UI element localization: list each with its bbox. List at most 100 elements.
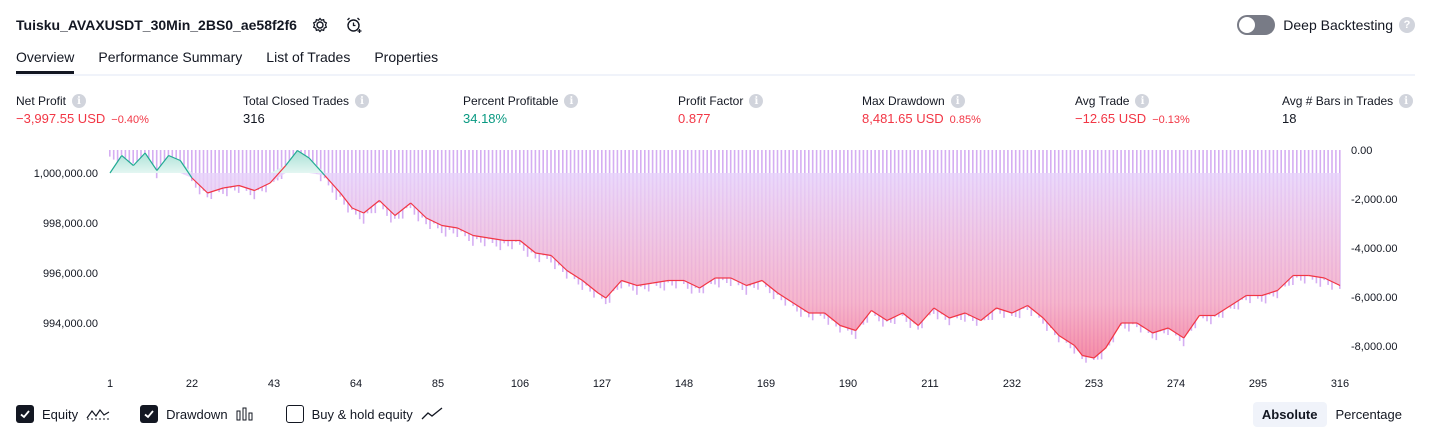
drawdown-bar xyxy=(284,150,287,168)
equity-line-segment xyxy=(1136,322,1153,334)
info-icon[interactable]: i xyxy=(950,94,965,108)
x-tick-label: 190 xyxy=(839,378,857,390)
stat-label: Max Drawdown xyxy=(862,94,945,108)
equity-drawdown-chart[interactable]: 1,000,000.00 998,000.00 996,000.00 994,000.… xyxy=(0,140,1431,398)
equity-line-segment xyxy=(699,277,716,289)
equity-line-segment xyxy=(410,202,427,219)
drawdown-bar xyxy=(276,150,279,181)
equity-line-segment xyxy=(949,312,966,319)
equity-line-segment xyxy=(730,277,747,287)
equity-line-segment xyxy=(917,307,935,326)
drawdown-bar xyxy=(331,150,334,193)
trend-line-icon xyxy=(421,407,443,421)
equity-line-segment xyxy=(191,177,209,194)
buy-hold-checkbox[interactable] xyxy=(285,405,304,423)
info-icon[interactable]: i xyxy=(749,94,764,108)
report-tabs: Overview Performance Summary List of Tra… xyxy=(16,46,1415,76)
stat-net-profit: Net Profit i −3,997.55 USD −0.40% xyxy=(16,92,149,128)
stat-max-drawdown: Max Drawdown i 8,481.65 USD 0.85% xyxy=(862,92,981,128)
equity-line-segment xyxy=(144,152,158,171)
stat-total-closed-trades: Total Closed Trades i 316 xyxy=(243,92,370,128)
legend-label: Drawdown xyxy=(166,406,228,422)
stat-value: 18 xyxy=(1282,111,1297,126)
equity-line-segment xyxy=(535,252,552,257)
drawdown-bar xyxy=(257,150,259,191)
info-icon[interactable]: i xyxy=(1399,94,1414,108)
x-tick-label: 169 xyxy=(757,378,775,390)
drawdown-bar xyxy=(316,150,318,174)
equity-line-segment xyxy=(761,280,779,294)
x-tick-label: 106 xyxy=(511,378,529,390)
legend-equity[interactable]: Equity xyxy=(16,405,110,423)
x-tick-label: 211 xyxy=(921,378,939,390)
info-icon[interactable]: i xyxy=(355,94,370,108)
tab-performance-summary[interactable]: Performance Summary xyxy=(98,49,243,65)
equity-line-segment xyxy=(297,149,310,159)
chart-legend: Equity Drawdown Buy & hold equity xyxy=(16,402,473,426)
equity-line-segment xyxy=(394,202,412,216)
strategy-title: Tuisku_AVAXUSDT_30Min_2BS0_ae58f2f6 xyxy=(16,17,297,33)
equity-line-segment xyxy=(824,312,841,326)
y-left-tick-label: 996,000.00 xyxy=(43,268,98,280)
info-icon[interactable]: i xyxy=(72,94,87,108)
stat-label: Avg Trade xyxy=(1075,94,1130,108)
stat-avg-bars: Avg # Bars in Trades i 18 xyxy=(1282,92,1414,128)
equity-line-segment xyxy=(109,155,123,174)
equity-line-segment xyxy=(488,237,505,242)
legend-buy-hold[interactable]: Buy & hold equity xyxy=(285,405,443,423)
scale-mode-switch: Absolute Percentage xyxy=(1252,401,1411,427)
percentage-button[interactable]: Percentage xyxy=(1335,406,1403,422)
drawdown-bars-icon xyxy=(236,407,256,421)
equity-line-icon xyxy=(86,407,110,421)
equity-line-segment xyxy=(652,279,669,284)
drawdown-bar xyxy=(155,150,158,179)
drawdown-bar xyxy=(273,150,275,182)
equity-line-segment xyxy=(1308,274,1325,279)
equity-line-segment xyxy=(933,307,950,319)
drawdown-bar xyxy=(159,150,162,166)
equity-line-segment xyxy=(351,207,365,214)
question-icon[interactable]: ? xyxy=(1399,17,1415,33)
equity-line-segment xyxy=(621,279,638,287)
y-right-tick-label: -4,000.00 xyxy=(1351,243,1397,255)
stat-avg-trade: Avg Trade i −12.65 USD −0.13% xyxy=(1075,92,1190,128)
drawdown-bar xyxy=(237,150,240,193)
drawdown-bar xyxy=(109,150,111,157)
info-icon[interactable]: i xyxy=(564,94,579,108)
equity-line-segment xyxy=(207,187,224,194)
x-tick-label: 274 xyxy=(1167,378,1185,390)
stat-value: −3,997.55 USD xyxy=(16,111,106,126)
equity-line-segment xyxy=(1152,327,1169,334)
info-icon[interactable]: i xyxy=(1135,94,1150,108)
stat-percent-profitable: Percent Profitable i 34.18% xyxy=(463,92,579,128)
y-left-tick-label: 998,000.00 xyxy=(43,218,98,230)
add-alert-icon[interactable] xyxy=(343,14,365,36)
tab-list-of-trades[interactable]: List of Trades xyxy=(266,49,351,65)
legend-drawdown[interactable]: Drawdown xyxy=(140,405,255,423)
tab-properties[interactable]: Properties xyxy=(374,49,439,65)
gear-icon[interactable] xyxy=(309,14,331,36)
drawdown-bar xyxy=(187,150,189,173)
equity-line-segment xyxy=(1074,345,1083,356)
equity-line-segment xyxy=(473,234,489,239)
stat-label: Total Closed Trades xyxy=(243,94,350,108)
tab-overview[interactable]: Overview xyxy=(16,46,75,74)
equity-line-segment xyxy=(597,292,607,299)
equity-line-segment xyxy=(254,182,271,192)
drawdown-checkbox[interactable] xyxy=(140,405,159,423)
absolute-button[interactable]: Absolute xyxy=(1252,401,1327,427)
legend-label: Equity xyxy=(42,406,79,422)
drawdown-bar xyxy=(136,150,138,163)
equity-checkbox[interactable] xyxy=(16,405,34,423)
y-right-tick-label: -8,000.00 xyxy=(1351,341,1397,353)
stat-sub-value: 0.85% xyxy=(949,114,981,126)
drawdown-bar xyxy=(245,150,248,191)
drawdown-bar xyxy=(202,150,205,191)
deep-backtesting-toggle[interactable] xyxy=(1237,15,1276,35)
drawdown-bar xyxy=(148,150,150,161)
stat-label: Percent Profitable xyxy=(463,94,559,108)
drawdown-bar xyxy=(261,150,263,192)
x-tick-label: 1 xyxy=(107,378,113,390)
drawdown-bar xyxy=(152,150,154,170)
x-tick-label: 64 xyxy=(350,378,362,390)
